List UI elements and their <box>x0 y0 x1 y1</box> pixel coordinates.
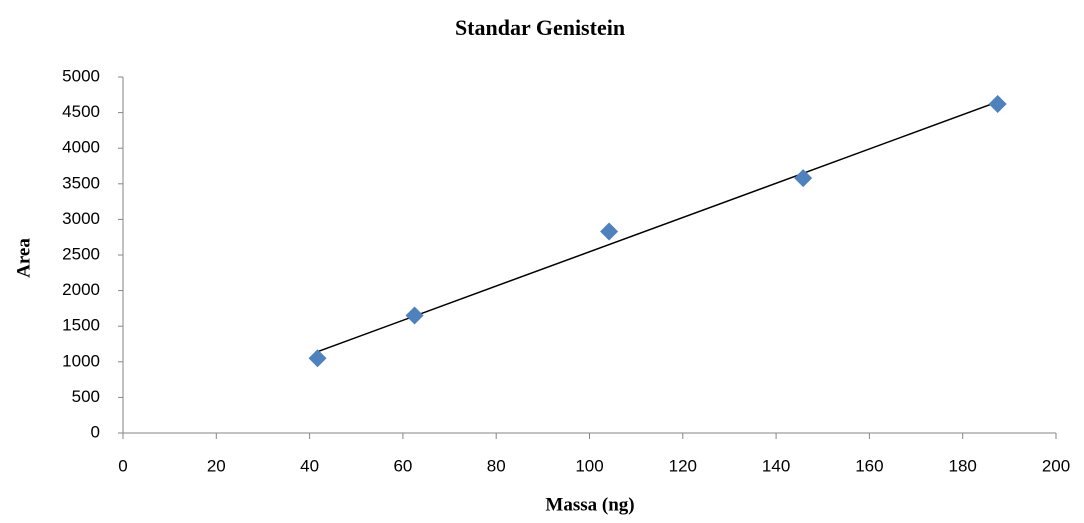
x-tick-label: 180 <box>949 456 977 475</box>
data-point <box>988 95 1007 114</box>
x-tick-label: 20 <box>207 456 226 475</box>
x-tick-label: 120 <box>669 456 697 475</box>
y-tick-label: 1500 <box>62 316 100 335</box>
x-tick-label: 0 <box>118 456 127 475</box>
x-tick-label: 60 <box>393 456 412 475</box>
data-point <box>794 169 813 188</box>
y-tick-label: 2000 <box>62 280 100 299</box>
y-axis-title: Area <box>13 238 34 278</box>
x-tick-label: 140 <box>762 456 790 475</box>
y-tick-label: 2500 <box>62 244 100 263</box>
x-axis-title: Massa (ng) <box>545 494 634 515</box>
data-point <box>600 222 619 241</box>
x-tick-label: 100 <box>575 456 603 475</box>
x-tick-label: 200 <box>1042 456 1070 475</box>
trendline <box>317 101 998 353</box>
y-tick-label: 3500 <box>62 173 100 192</box>
y-tick-label: 0 <box>91 422 100 441</box>
y-tick-label: 500 <box>72 387 100 406</box>
x-tick-label: 160 <box>855 456 883 475</box>
data-point <box>308 349 327 368</box>
y-tick-label: 4000 <box>62 138 100 157</box>
x-tick-label: 40 <box>300 456 319 475</box>
y-tick-label: 5000 <box>62 66 100 85</box>
y-tick-label: 4500 <box>62 102 100 121</box>
y-tick-label: 1000 <box>62 351 100 370</box>
x-tick-label: 80 <box>487 456 506 475</box>
data-point <box>405 306 424 325</box>
chart-title: Standar Genistein <box>455 15 625 40</box>
y-tick-label: 3000 <box>62 209 100 228</box>
